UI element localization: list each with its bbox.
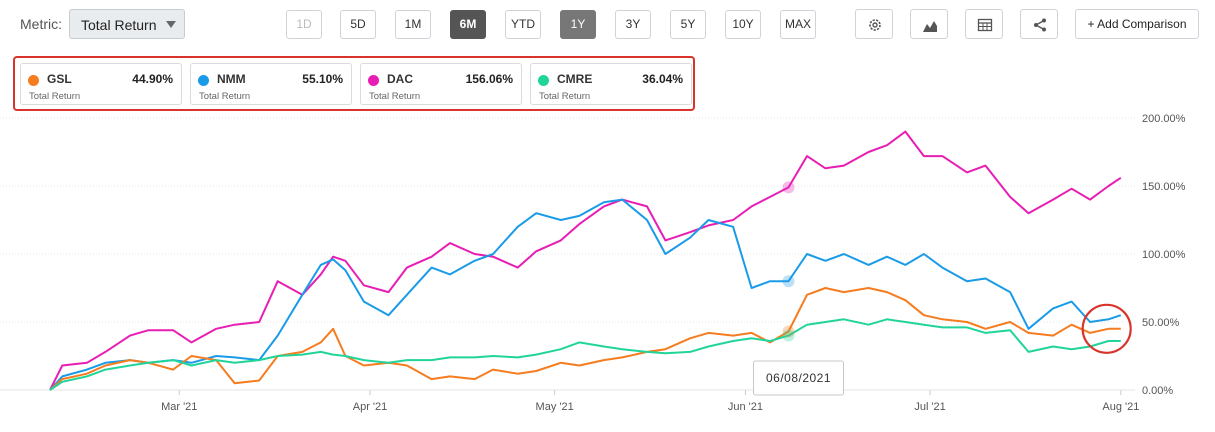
legend-metric: Total Return [29, 91, 81, 102]
chevron-down-icon [166, 21, 176, 28]
x-tick-label: Aug '21 [1102, 401, 1139, 413]
legend-ticker: NMM [217, 72, 246, 86]
legend-metric: Total Return [369, 91, 421, 102]
add-comparison-button[interactable]: + Add Comparison [1075, 9, 1199, 39]
legend-value: 44.90% [132, 72, 173, 86]
legend-value: 36.04% [642, 72, 683, 86]
annotation-circle [1081, 303, 1132, 354]
series-color-dot [538, 75, 549, 86]
gear-icon [869, 19, 881, 31]
range-button-1y[interactable]: 1Y [560, 10, 596, 39]
metric-select[interactable]: Total Return [69, 9, 185, 39]
y-tick-label: 50.00% [1142, 317, 1180, 329]
legend-value: 55.10% [302, 72, 343, 86]
table-view-button[interactable] [965, 9, 1003, 39]
share-button[interactable] [1020, 9, 1058, 39]
legend-ticker: GSL [47, 72, 72, 86]
legend-ticker: CMRE [557, 72, 593, 86]
legend-value: 156.06% [465, 72, 513, 86]
x-tick-label: Jul '21 [914, 401, 945, 413]
table-icon [977, 18, 993, 32]
series-line-dac [49, 130, 1122, 391]
share-icon [1034, 18, 1046, 32]
series-line-cmre [49, 318, 1121, 391]
legend-card-gsl[interactable]: GSL 44.90% Total Return [20, 63, 182, 105]
hover-point-dac [782, 181, 795, 194]
chart-toolbar: Metric: Total Return 1D 5D 1M 6M YTD 1Y … [0, 0, 1215, 50]
range-button-max[interactable]: MAX [780, 10, 816, 39]
legend-card-cmre[interactable]: CMRE 36.04% Total Return [530, 63, 692, 105]
series-color-dot [28, 75, 39, 86]
range-button-10y[interactable]: 10Y [725, 10, 761, 39]
metric-label: Metric: [20, 16, 62, 32]
hover-point-cmre [782, 329, 795, 342]
range-button-1d[interactable]: 1D [286, 10, 322, 39]
date-tooltip-text: 06/08/2021 [766, 371, 831, 385]
x-tick-label: Jun '21 [728, 401, 763, 413]
series-line-nmm [49, 198, 1122, 391]
area-chart-icon [923, 21, 937, 32]
metric-select-value: Total Return [81, 17, 157, 33]
y-tick-label: 0.00% [1142, 385, 1173, 397]
chart-type-button[interactable] [910, 9, 948, 39]
x-tick-label: May '21 [536, 401, 574, 413]
legend-metric: Total Return [199, 91, 251, 102]
x-tick-label: Apr '21 [353, 401, 388, 413]
range-button-ytd[interactable]: YTD [505, 10, 541, 39]
range-button-5y[interactable]: 5Y [670, 10, 706, 39]
legend-card-dac[interactable]: DAC 156.06% Total Return [360, 63, 522, 105]
hover-point-nmm [782, 275, 795, 288]
legend-panel: GSL 44.90% Total Return NMM 55.10% Total… [13, 56, 695, 111]
date-tooltip [753, 360, 845, 396]
series-color-dot [198, 75, 209, 86]
legend-card-nmm[interactable]: NMM 55.10% Total Return [190, 63, 352, 105]
hover-point-gsl [782, 325, 795, 338]
series-color-dot [368, 75, 379, 86]
y-tick-label: 200.00% [1142, 113, 1186, 125]
range-button-1m[interactable]: 1M [395, 10, 431, 39]
settings-button[interactable] [855, 9, 893, 39]
range-button-5d[interactable]: 5D [340, 10, 376, 39]
legend-ticker: DAC [387, 72, 413, 86]
y-tick-label: 150.00% [1142, 181, 1186, 193]
range-button-6m[interactable]: 6M [450, 10, 486, 39]
legend-metric: Total Return [539, 91, 591, 102]
y-tick-label: 100.00% [1142, 249, 1186, 261]
series-line-gsl [49, 287, 1121, 391]
x-tick-label: Mar '21 [161, 401, 197, 413]
range-button-3y[interactable]: 3Y [615, 10, 651, 39]
